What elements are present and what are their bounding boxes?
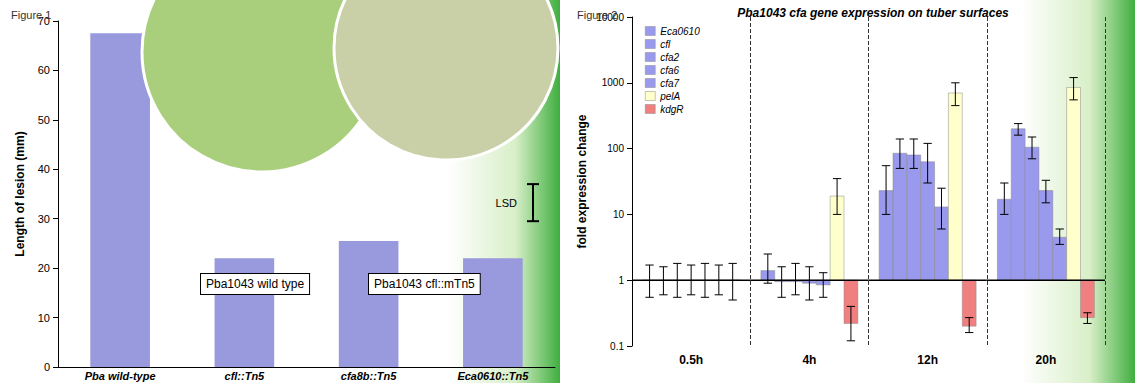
svg-text:Length of lesion (mm): Length of lesion (mm) bbox=[13, 131, 27, 256]
svg-text:cfl::Tn5: cfl::Tn5 bbox=[225, 370, 266, 382]
svg-text:10: 10 bbox=[38, 312, 50, 324]
svg-text:pelA: pelA bbox=[659, 91, 680, 102]
svg-text:100: 100 bbox=[607, 143, 624, 154]
svg-text:20h: 20h bbox=[1036, 353, 1057, 367]
svg-text:cfa2: cfa2 bbox=[660, 52, 679, 63]
svg-text:12h: 12h bbox=[917, 353, 938, 367]
svg-text:0.5h: 0.5h bbox=[679, 353, 703, 367]
svg-text:4h: 4h bbox=[802, 353, 816, 367]
svg-text:Figure 1: Figure 1 bbox=[11, 9, 51, 21]
svg-text:Pba1043 cfl::mTn5: Pba1043 cfl::mTn5 bbox=[374, 277, 475, 291]
svg-text:70: 70 bbox=[37, 15, 50, 27]
svg-text:40: 40 bbox=[38, 163, 50, 175]
svg-text:cfa7: cfa7 bbox=[660, 78, 679, 89]
svg-text:Figure 2: Figure 2 bbox=[577, 9, 617, 21]
svg-text:30: 30 bbox=[38, 213, 50, 225]
svg-text:0.1: 0.1 bbox=[610, 341, 624, 352]
svg-text:kdgR: kdgR bbox=[660, 104, 683, 115]
svg-text:Pba1043 wild type: Pba1043 wild type bbox=[206, 277, 304, 291]
svg-text:LSD: LSD bbox=[496, 197, 517, 209]
svg-text:20: 20 bbox=[38, 262, 50, 274]
svg-text:cfl: cfl bbox=[660, 39, 671, 50]
svg-text:Eca0610: Eca0610 bbox=[660, 26, 700, 37]
svg-text:cfa8b::Tn5: cfa8b::Tn5 bbox=[341, 370, 398, 382]
svg-text:fold expression change: fold expression change bbox=[575, 114, 589, 248]
svg-text:50: 50 bbox=[38, 114, 50, 126]
svg-text:Pba wild-type: Pba wild-type bbox=[85, 370, 156, 382]
svg-text:1000: 1000 bbox=[602, 77, 625, 88]
svg-text:Pba1043 cfa gene expression on: Pba1043 cfa gene expression on tuber sur… bbox=[737, 6, 1009, 20]
svg-text:10: 10 bbox=[613, 209, 625, 220]
svg-text:60: 60 bbox=[38, 64, 50, 76]
svg-text:Eca0610::Tn5: Eca0610::Tn5 bbox=[457, 370, 529, 382]
svg-text:cfa6: cfa6 bbox=[660, 65, 679, 76]
svg-text:0: 0 bbox=[44, 361, 50, 373]
svg-text:1: 1 bbox=[618, 275, 624, 286]
